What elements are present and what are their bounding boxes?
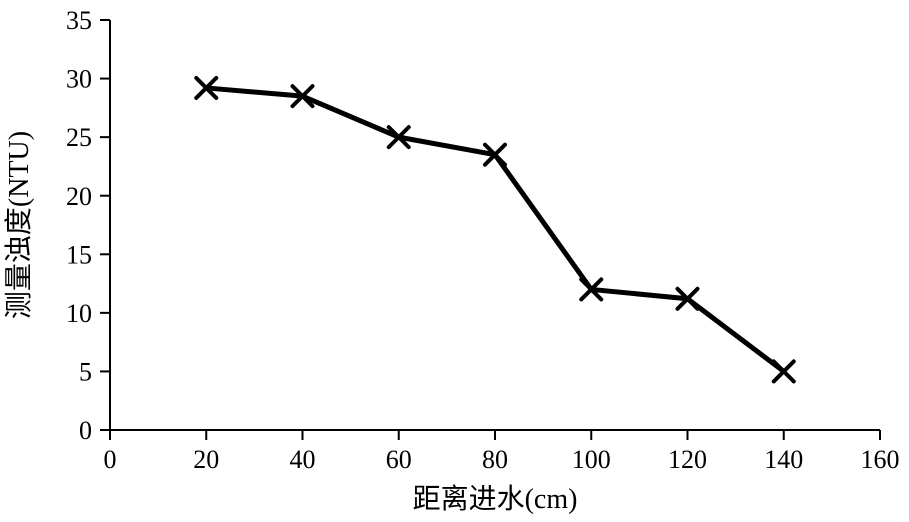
x-tick-label: 140: [764, 445, 803, 474]
y-tick-label: 35: [66, 6, 92, 35]
x-tick-label: 20: [193, 445, 219, 474]
x-tick-label: 100: [572, 445, 611, 474]
x-tick-label: 80: [482, 445, 508, 474]
y-axis-label: 测量浊度(NTU): [3, 131, 35, 319]
x-tick-label: 60: [386, 445, 412, 474]
y-tick-label: 15: [66, 240, 92, 269]
y-tick-label: 0: [79, 416, 92, 445]
turbidity-line-chart: 0 5 10 15 20 25 30 35 0 20 40 60 80 100 120 140 160 距离进水(…: [0, 0, 909, 522]
y-tick-label: 20: [66, 182, 92, 211]
x-tick-label: 160: [861, 445, 900, 474]
y-tick-label: 30: [66, 65, 92, 94]
chart-svg: 0 5 10 15 20 25 30 35 0 20 40 60 80 100 120 140 160 距离进水(…: [0, 0, 909, 522]
x-tick-label: 0: [104, 445, 117, 474]
y-tick-label: 25: [66, 123, 92, 152]
y-tick-label: 5: [79, 358, 92, 387]
x-tick-label: 40: [290, 445, 316, 474]
y-tick-label: 10: [66, 299, 92, 328]
x-tick-label: 120: [668, 445, 707, 474]
x-axis-label: 距离进水(cm): [413, 483, 578, 515]
